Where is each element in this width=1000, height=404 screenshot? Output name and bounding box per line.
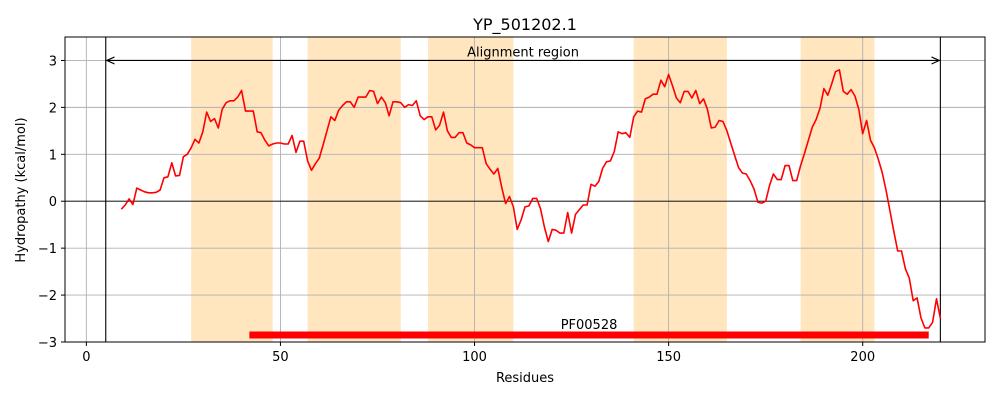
y-tick-label: −1 xyxy=(38,242,57,257)
x-axis-label: Residues xyxy=(496,371,554,386)
x-tick-label: 50 xyxy=(272,350,289,365)
x-tick-label: 0 xyxy=(82,350,90,365)
hydrophobic-band xyxy=(427,37,514,342)
hydrophobic-band xyxy=(307,37,401,342)
y-tick-label: 3 xyxy=(49,54,57,69)
x-tick-label: 200 xyxy=(850,350,875,365)
hydrophobic-band xyxy=(633,37,727,342)
hydrophobic-band xyxy=(800,37,875,342)
alignment-boundaries xyxy=(105,37,941,342)
y-axis-ticks: −3 −2 −1 0 1 2 3 xyxy=(38,54,65,351)
x-tick-label: 150 xyxy=(656,350,681,365)
alignment-region-label: Alignment region xyxy=(467,45,579,60)
chart-title: YP_501202.1 xyxy=(472,15,577,35)
y-tick-label: 1 xyxy=(49,148,57,163)
y-tick-label: 2 xyxy=(49,101,57,116)
hydrophobic-bands xyxy=(191,37,875,342)
x-axis-ticks: 0 50 100 150 200 xyxy=(82,342,875,365)
y-tick-label: −2 xyxy=(38,289,57,304)
hydropathy-line xyxy=(120,69,942,329)
domain-label: PF00528 xyxy=(561,318,618,333)
y-tick-label: 0 xyxy=(49,195,57,210)
plot-frame xyxy=(64,36,986,343)
y-tick-label: −3 xyxy=(38,336,57,351)
y-axis-label: Hydropathy (kcal/mol) xyxy=(14,117,29,262)
hydrophobic-band xyxy=(191,37,273,342)
x-tick-label: 100 xyxy=(462,350,487,365)
